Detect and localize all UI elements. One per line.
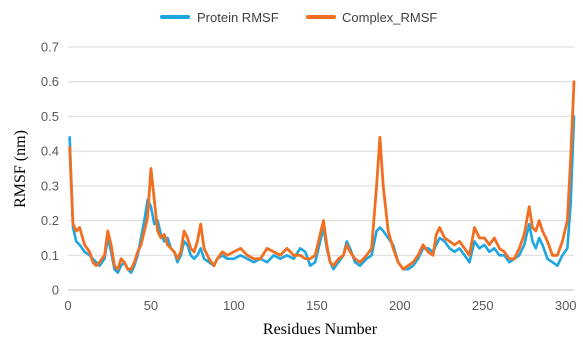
y-tick-label: 0.6: [41, 74, 59, 89]
x-tick-label: 250: [472, 298, 494, 313]
series-layer: [68, 80, 576, 274]
y-tick-label: 0.4: [41, 144, 59, 159]
x-tick-label: 150: [306, 298, 328, 313]
y-axis-title: RMSF (nm): [12, 130, 29, 208]
y-tick-labels: 0 0.1 0.2 0.3 0.4 0.5 0.6 0.7: [41, 40, 59, 298]
x-axis-title: Residues Number: [263, 321, 378, 338]
y-tick-label: 0.1: [41, 248, 59, 263]
legend-label-complex-rmsf: Complex_RMSF: [342, 10, 437, 25]
y-tick-label: 0.7: [41, 40, 59, 55]
y-tick-label: 0.2: [41, 213, 59, 228]
y-tick-label: 0: [52, 283, 59, 298]
x-tick-label: 300: [555, 298, 577, 313]
legend-label-protein-rmsf: Protein RMSF: [197, 10, 279, 25]
x-tick-labels: 0 50 100 150 200 250 300: [64, 298, 576, 313]
x-tick-label: 200: [389, 298, 411, 313]
x-tick-label: 0: [64, 298, 71, 313]
y-tick-label: 0.3: [41, 178, 59, 193]
x-tick-label: 50: [144, 298, 158, 313]
y-tick-label: 0.5: [41, 109, 59, 124]
x-tick-label: 100: [223, 298, 245, 313]
series-line-complex-rmsf: [68, 80, 576, 271]
legend: Protein RMSF Complex_RMSF: [160, 10, 437, 25]
